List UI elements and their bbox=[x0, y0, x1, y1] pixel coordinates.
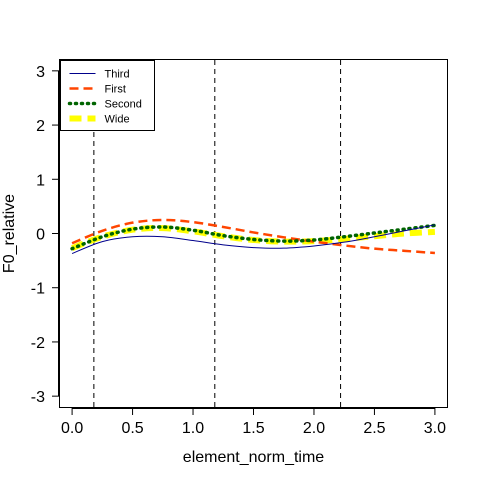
plot-frame bbox=[59, 59, 448, 408]
x-tick-label: 1.5 bbox=[242, 420, 264, 437]
x-tick-label: 0.5 bbox=[121, 420, 143, 437]
series-layer bbox=[70, 218, 437, 255]
series-line-second bbox=[70, 223, 437, 251]
legend-label-wide: Wide bbox=[105, 114, 130, 126]
y-tick-label: -3 bbox=[31, 389, 45, 406]
legend-label-first: First bbox=[105, 84, 126, 96]
legend: Third First Second Wide bbox=[60, 60, 155, 131]
y-tick-label: 1 bbox=[36, 172, 45, 189]
x-tick-label: 1.0 bbox=[182, 420, 204, 437]
series-line-first bbox=[71, 218, 435, 255]
series-line-third bbox=[71, 224, 436, 255]
legend-label-second: Second bbox=[105, 99, 142, 111]
y-tick-label: 3 bbox=[36, 64, 45, 81]
y-tick-label: -1 bbox=[31, 281, 45, 298]
y-tick-label: 0 bbox=[36, 227, 45, 244]
legend-label-third: Third bbox=[105, 69, 130, 81]
x-axis: 0.0 0.5 1.0 1.5 2.0 2.5 3.0 bbox=[61, 408, 446, 437]
y-axis-title: F0_relative bbox=[1, 194, 18, 273]
y-axis: -3 -2 -1 0 1 2 3 bbox=[31, 64, 59, 406]
y-tick-label: 2 bbox=[36, 118, 45, 135]
x-tick-label: 2.5 bbox=[363, 420, 385, 437]
x-tick-label: 3.0 bbox=[424, 420, 446, 437]
x-tick-label: 2.0 bbox=[303, 420, 325, 437]
y-tick-label: -2 bbox=[31, 335, 45, 352]
x-axis-title: element_norm_time bbox=[183, 449, 325, 466]
x-tick-label: 0.0 bbox=[61, 420, 83, 437]
